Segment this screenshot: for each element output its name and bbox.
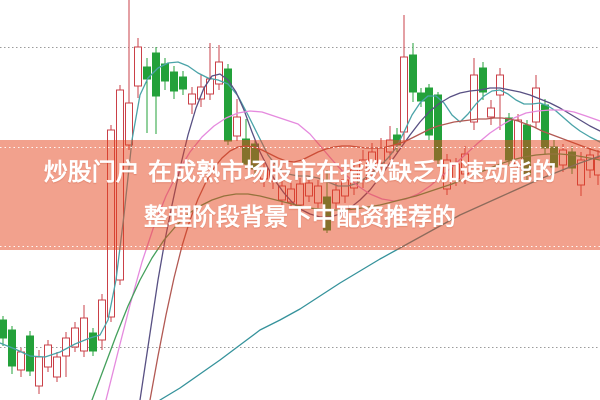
candle-body <box>487 107 495 118</box>
candle-body <box>0 319 7 339</box>
candle-body <box>496 74 504 96</box>
candle-body <box>17 351 25 371</box>
candle-body <box>188 93 196 105</box>
candle-body <box>233 116 241 137</box>
candle-body <box>206 78 214 95</box>
candle-body <box>71 327 79 348</box>
candle-body <box>80 317 88 352</box>
grid-on-band-layer <box>0 147 600 247</box>
candle-body <box>409 54 417 93</box>
candle-body <box>400 56 408 133</box>
candle-body <box>470 74 478 123</box>
candle-body <box>170 71 178 92</box>
candle-body <box>179 76 187 90</box>
candle-body <box>152 52 160 97</box>
overlay-band <box>0 140 600 250</box>
candle-body <box>532 87 540 123</box>
candle-body <box>479 67 487 93</box>
candle-body <box>125 102 133 146</box>
candle-body <box>134 46 142 87</box>
candle-body <box>197 86 205 100</box>
candle-body <box>98 299 106 341</box>
candle-body <box>215 61 223 85</box>
candle-body <box>161 63 169 82</box>
candle-body <box>26 335 34 372</box>
candle-body <box>35 356 43 387</box>
candle-body <box>417 92 425 102</box>
grid-layer <box>0 47 600 348</box>
candle-body <box>89 332 97 352</box>
candle-body <box>53 356 61 378</box>
